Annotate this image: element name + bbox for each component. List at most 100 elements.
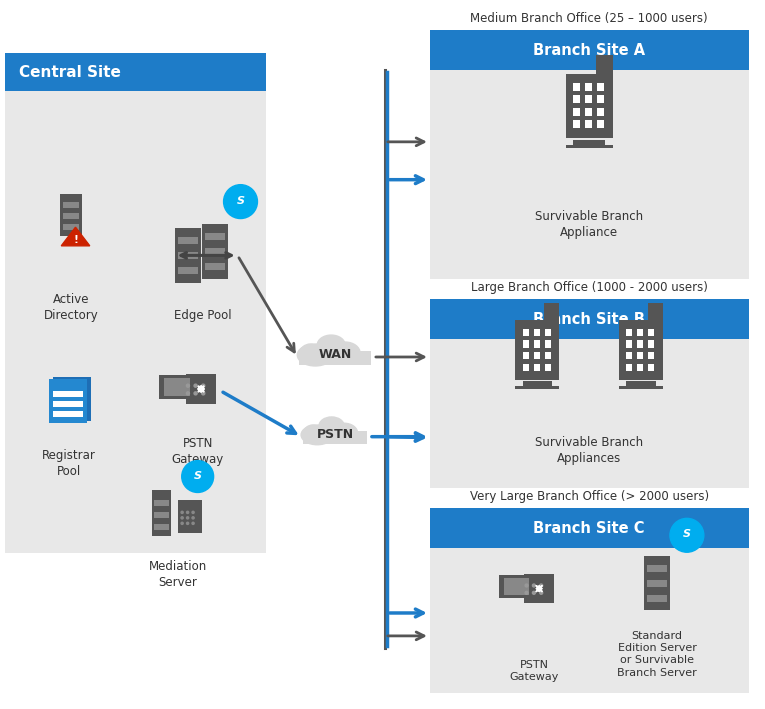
Bar [522, 364, 529, 371]
Text: S: S [194, 471, 202, 481]
Bar [585, 95, 592, 104]
Circle shape [202, 392, 205, 395]
FancyArrowPatch shape [389, 433, 423, 441]
Bar [596, 55, 613, 79]
Bar [619, 320, 663, 379]
Bar [545, 340, 551, 348]
Bar [585, 121, 592, 128]
Text: Branch Site C: Branch Site C [533, 521, 645, 536]
Bar [516, 386, 559, 389]
Text: Branch Site A: Branch Site A [533, 43, 646, 57]
Bar [177, 267, 197, 274]
Bar [164, 378, 190, 396]
Circle shape [540, 584, 542, 587]
Bar [5, 53, 266, 91]
Text: Large Branch Office (1000 - 2000 users): Large Branch Office (1000 - 2000 users) [470, 281, 708, 294]
FancyArrowPatch shape [388, 138, 424, 146]
Text: S: S [683, 530, 691, 540]
Bar [637, 352, 643, 359]
Bar [63, 203, 80, 208]
Circle shape [532, 591, 536, 594]
Circle shape [182, 461, 213, 493]
Bar [545, 352, 551, 359]
Bar [585, 83, 592, 91]
Bar [430, 299, 749, 489]
Ellipse shape [319, 417, 344, 435]
Bar [522, 340, 529, 348]
Bar [57, 409, 87, 415]
Bar [516, 320, 559, 379]
Ellipse shape [330, 423, 357, 443]
Bar [545, 329, 551, 336]
Bar [647, 580, 667, 587]
Circle shape [187, 384, 190, 387]
Circle shape [192, 511, 194, 513]
Bar [627, 364, 633, 371]
Circle shape [223, 184, 258, 218]
Text: Very Large Branch Office (> 2000 users): Very Large Branch Office (> 2000 users) [470, 491, 709, 503]
Circle shape [194, 392, 197, 395]
Bar [627, 381, 656, 386]
Bar [637, 329, 643, 336]
Text: Central Site: Central Site [19, 65, 121, 79]
Text: Survivable Branch
Appliances: Survivable Branch Appliances [536, 436, 643, 465]
Bar [533, 352, 540, 359]
Bar [186, 374, 216, 404]
Bar [573, 95, 580, 104]
Bar [627, 352, 633, 359]
Text: Survivable Branch
Appliance: Survivable Branch Appliance [536, 210, 643, 239]
Bar [154, 513, 169, 518]
Ellipse shape [301, 425, 334, 445]
Bar [54, 411, 83, 417]
Text: Active
Directory: Active Directory [44, 294, 99, 323]
Bar [303, 431, 367, 444]
Bar [430, 30, 749, 70]
Bar [500, 575, 533, 598]
Bar [585, 108, 592, 116]
Text: Mediation
Server: Mediation Server [148, 560, 207, 589]
Bar [522, 352, 529, 359]
Bar [647, 595, 667, 602]
Circle shape [192, 517, 194, 519]
Bar [647, 565, 667, 572]
Circle shape [525, 591, 528, 594]
Bar [637, 340, 643, 348]
FancyArrowPatch shape [376, 353, 424, 361]
Circle shape [187, 517, 189, 519]
Bar [60, 194, 82, 236]
Bar [647, 303, 663, 326]
Circle shape [202, 384, 205, 387]
Text: PSTN
Gateway: PSTN Gateway [509, 659, 559, 682]
Circle shape [670, 518, 704, 552]
Circle shape [532, 584, 536, 587]
Bar [177, 252, 197, 259]
Bar [174, 228, 200, 283]
Bar [177, 238, 197, 244]
Bar [57, 389, 87, 395]
Bar [573, 121, 580, 128]
Bar [299, 351, 371, 365]
Bar [573, 108, 580, 116]
Bar [644, 556, 670, 610]
Circle shape [540, 591, 542, 594]
Bar [522, 381, 552, 386]
Bar [57, 399, 87, 405]
Bar [648, 340, 654, 348]
Bar [597, 83, 604, 91]
Circle shape [181, 517, 184, 519]
Bar [154, 501, 169, 506]
Bar [533, 364, 540, 371]
Text: S: S [236, 196, 245, 206]
FancyArrowPatch shape [388, 632, 424, 640]
Circle shape [194, 384, 197, 387]
Circle shape [181, 523, 184, 525]
Bar [430, 508, 749, 693]
Bar [627, 329, 633, 336]
Text: Branch Site B: Branch Site B [533, 312, 645, 327]
Bar [54, 391, 83, 397]
Bar [159, 375, 194, 399]
Text: PSTN: PSTN [317, 428, 353, 441]
Bar [63, 213, 80, 219]
Bar [205, 263, 225, 270]
Bar [573, 83, 580, 91]
